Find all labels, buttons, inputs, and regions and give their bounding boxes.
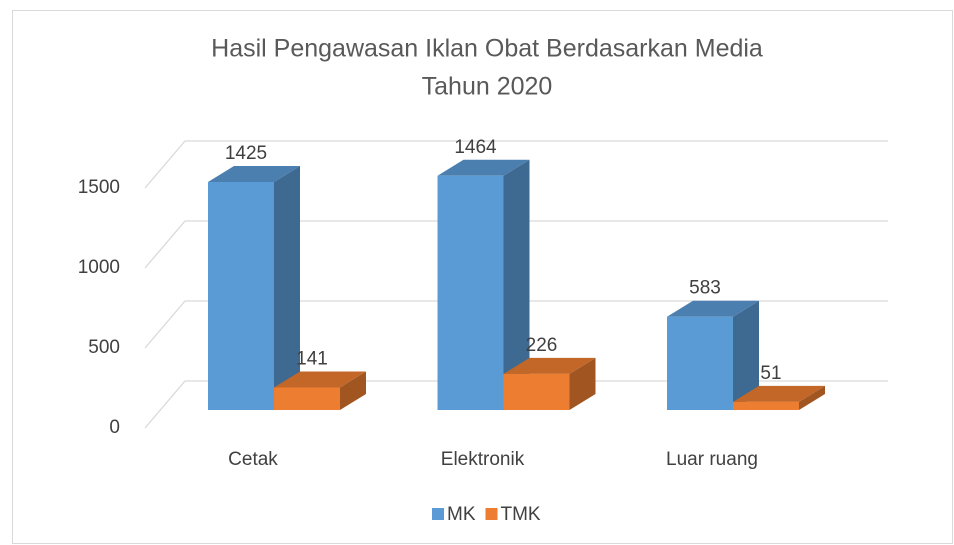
x-tick-label: Luar ruang	[666, 449, 758, 470]
bar	[437, 175, 504, 410]
chart-title: Tahun 2020	[422, 73, 553, 101]
bar	[733, 401, 799, 410]
grid-line	[144, 140, 888, 189]
bar-side	[274, 166, 300, 410]
bar-side	[340, 371, 366, 410]
bar	[667, 316, 733, 410]
legend-label: MK	[447, 504, 476, 525]
y-tick-label: 1000	[78, 257, 120, 278]
grid-line	[144, 300, 888, 349]
chart-title: Hasil Pengawasan Iklan Obat Berdasarkan …	[211, 35, 763, 63]
data-label: 1425	[225, 143, 267, 164]
data-label: 583	[689, 278, 721, 299]
bar-side	[799, 385, 825, 410]
bar-side	[733, 300, 759, 410]
x-tick-label: Elektronik	[441, 449, 525, 470]
bar-side	[503, 159, 530, 410]
bar-top	[503, 357, 596, 374]
y-tick-label: 0	[109, 417, 120, 438]
data-label: 1464	[454, 137, 497, 158]
legend-label: TMK	[501, 504, 541, 525]
legend-swatch	[432, 508, 444, 520]
bar	[503, 373, 570, 410]
grid-line	[144, 380, 888, 429]
y-tick-label: 1500	[78, 177, 120, 198]
bar-top	[667, 300, 759, 317]
bar-top	[733, 385, 825, 402]
data-label: 141	[296, 348, 328, 369]
x-tick-label: Cetak	[228, 449, 278, 470]
grid-line	[144, 220, 888, 269]
bar	[274, 387, 340, 410]
bar-top	[208, 166, 300, 182]
bar	[208, 182, 274, 410]
y-tick-label: 500	[88, 337, 120, 358]
data-label: 51	[760, 363, 781, 384]
bar-side	[569, 357, 596, 410]
data-label: 226	[526, 335, 558, 356]
legend-swatch	[485, 508, 498, 520]
bar-top	[437, 159, 530, 176]
bar-top	[274, 371, 366, 388]
